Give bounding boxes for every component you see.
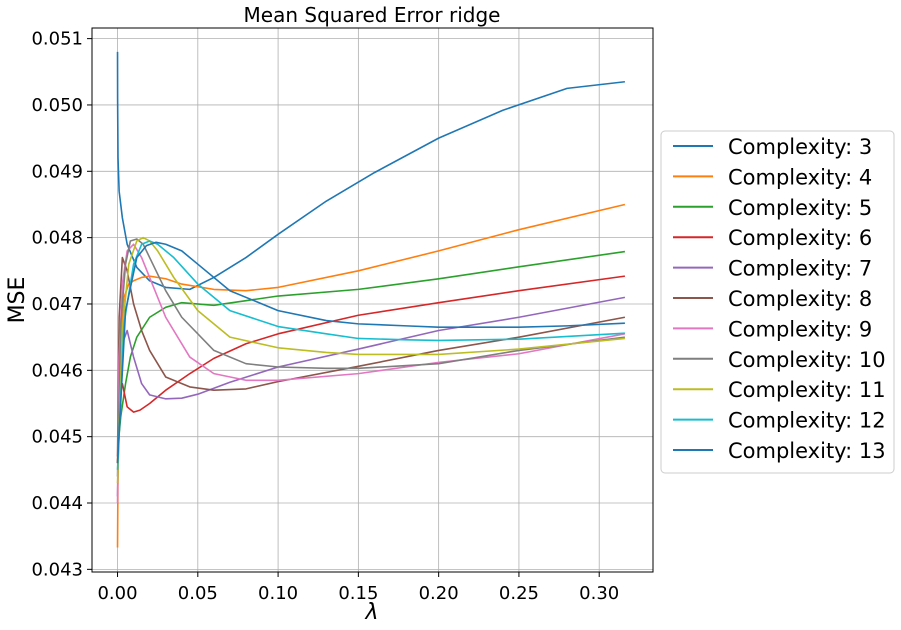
y-axis: 0.043 0.044 0.045 0.046 0.047 0.048 0.049 0.050… bbox=[31, 29, 92, 580]
x-tick-label: 0.15 bbox=[338, 583, 378, 604]
legend: Complexity: 3 Complexity: 4 Complexity: 5 C… bbox=[660, 130, 895, 474]
y-tick-label: 0.044 bbox=[31, 493, 83, 514]
y-tick-label: 0.050 bbox=[31, 95, 83, 116]
legend-label: Complexity: 8 bbox=[728, 287, 872, 311]
legend-label: Complexity: 6 bbox=[728, 226, 872, 250]
x-tick-label: 0.20 bbox=[419, 583, 459, 604]
legend-item: Complexity: 6 bbox=[673, 226, 872, 250]
x-tick-label: 0.05 bbox=[178, 583, 218, 604]
x-tick-label: 0.25 bbox=[499, 583, 539, 604]
legend-box bbox=[660, 130, 895, 474]
legend-label: Complexity: 7 bbox=[728, 257, 872, 281]
plot-frame bbox=[91, 27, 654, 573]
y-tick-label: 0.045 bbox=[31, 427, 83, 448]
y-tick-label: 0.046 bbox=[31, 360, 83, 381]
series-layer bbox=[116, 51, 626, 548]
legend-item: Complexity: 3 bbox=[673, 135, 872, 159]
legend-item: Complexity: 13 bbox=[673, 439, 886, 463]
series-line-complexity-9 bbox=[116, 243, 626, 504]
grid bbox=[92, 28, 653, 572]
x-tick-label: 0.00 bbox=[97, 583, 137, 604]
legend-label: Complexity: 4 bbox=[728, 165, 872, 189]
y-tick-label: 0.049 bbox=[31, 161, 83, 182]
y-tick-label: 0.051 bbox=[31, 29, 83, 50]
series-line-complexity-10 bbox=[116, 238, 625, 477]
legend-label: Complexity: 9 bbox=[728, 317, 872, 341]
legend-item: Complexity: 10 bbox=[673, 348, 886, 372]
legend-item: Complexity: 12 bbox=[673, 409, 886, 433]
series-line-complexity-7 bbox=[116, 296, 626, 497]
x-tick-label: 0.30 bbox=[579, 583, 619, 604]
legend-label: Complexity: 12 bbox=[728, 409, 886, 433]
series-line-complexity-5 bbox=[116, 250, 626, 464]
legend-label: Complexity: 13 bbox=[728, 439, 886, 463]
legend-item: Complexity: 7 bbox=[673, 257, 872, 281]
legend-item: Complexity: 8 bbox=[673, 287, 872, 311]
y-tick-label: 0.047 bbox=[31, 294, 83, 315]
series-line-complexity-4 bbox=[116, 203, 626, 548]
legend-item: Complexity: 5 bbox=[673, 196, 872, 220]
x-axis-label: λ bbox=[364, 600, 378, 625]
legend-label: Complexity: 3 bbox=[728, 135, 872, 159]
series-line-complexity-11 bbox=[116, 236, 625, 484]
y-tick-label: 0.043 bbox=[31, 559, 83, 580]
legend-item: Complexity: 9 bbox=[673, 317, 872, 341]
y-axis-label: MSE bbox=[5, 277, 30, 324]
series-line-complexity-12 bbox=[116, 240, 625, 470]
x-axis: 0.00 0.05 0.10 0.15 0.20 0.25 0.30 bbox=[97, 572, 619, 604]
legend-label: Complexity: 5 bbox=[728, 196, 872, 220]
legend-item: Complexity: 11 bbox=[673, 378, 886, 402]
legend-item: Complexity: 4 bbox=[673, 165, 872, 189]
series-line-complexity-3 bbox=[116, 51, 625, 291]
legend-label: Complexity: 11 bbox=[728, 378, 886, 402]
chart-title: Mean Squared Error ridge bbox=[244, 3, 501, 27]
series-line-complexity-13 bbox=[116, 241, 625, 464]
y-tick-label: 0.048 bbox=[31, 228, 83, 249]
legend-label: Complexity: 10 bbox=[728, 348, 886, 372]
x-tick-label: 0.10 bbox=[258, 583, 298, 604]
